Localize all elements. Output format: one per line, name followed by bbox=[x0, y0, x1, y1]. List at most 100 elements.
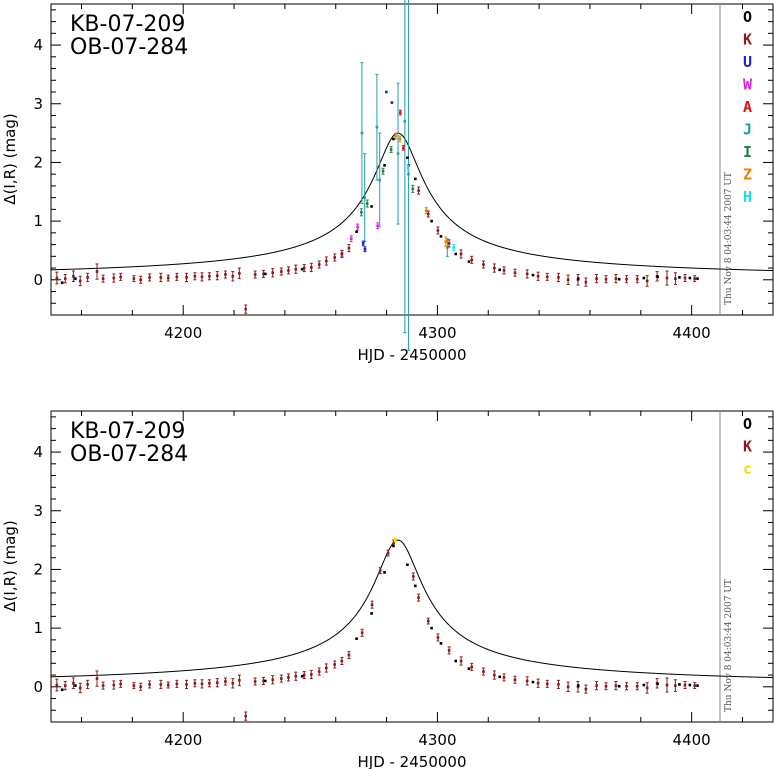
data-point bbox=[63, 277, 67, 280]
data-point bbox=[310, 266, 313, 269]
data-point bbox=[625, 684, 628, 688]
data-point bbox=[665, 683, 669, 687]
data-point bbox=[294, 267, 298, 271]
data-point bbox=[459, 659, 463, 663]
data-point bbox=[95, 270, 99, 273]
data-point bbox=[493, 266, 496, 270]
data-point bbox=[454, 252, 458, 256]
data-layer bbox=[55, 537, 699, 721]
data-point bbox=[493, 673, 496, 677]
legend-entry-K: K bbox=[743, 438, 752, 456]
data-point bbox=[349, 237, 353, 241]
data-point bbox=[566, 685, 570, 689]
data-point bbox=[287, 269, 290, 272]
data-point bbox=[531, 680, 535, 684]
data-point bbox=[231, 274, 235, 278]
legend-entry-O: O bbox=[743, 415, 752, 433]
timestamp: Thu Nov 8 04:03:44 2007 UT bbox=[724, 579, 734, 712]
data-point bbox=[406, 167, 410, 170]
data-point bbox=[271, 678, 274, 682]
data-point bbox=[60, 281, 64, 285]
data-point bbox=[447, 649, 451, 652]
data-point bbox=[688, 276, 692, 280]
data-point bbox=[200, 682, 204, 686]
data-point bbox=[72, 274, 75, 278]
data-point bbox=[614, 277, 618, 280]
data-point bbox=[392, 137, 395, 141]
x-axis-label: HJD - 2450000 bbox=[357, 346, 466, 364]
data-point bbox=[426, 212, 430, 216]
data-point bbox=[317, 263, 321, 266]
data-point bbox=[300, 267, 304, 271]
data-point bbox=[482, 263, 485, 266]
data-point bbox=[557, 276, 560, 279]
data-point bbox=[280, 677, 283, 680]
data-point bbox=[271, 271, 274, 275]
data-point bbox=[470, 665, 474, 669]
data-point bbox=[294, 674, 298, 678]
series-I bbox=[359, 146, 415, 217]
data-point bbox=[557, 683, 560, 686]
y-tick-label: 1 bbox=[33, 619, 43, 637]
data-point bbox=[347, 653, 351, 657]
data-point bbox=[454, 659, 458, 663]
data-point bbox=[411, 187, 415, 191]
title-line-2: OB-07-284 bbox=[70, 35, 188, 60]
x-tick-label: 4300 bbox=[418, 731, 456, 749]
data-point bbox=[370, 612, 373, 615]
data-point bbox=[378, 569, 382, 572]
data-point bbox=[390, 101, 394, 104]
data-point bbox=[175, 682, 179, 686]
data-point bbox=[406, 156, 409, 160]
data-point bbox=[193, 681, 197, 685]
data-point bbox=[513, 271, 517, 275]
data-point bbox=[545, 682, 549, 686]
y-tick-label: 4 bbox=[33, 36, 43, 54]
data-point bbox=[244, 307, 248, 311]
data-point bbox=[185, 683, 188, 686]
data-point bbox=[394, 134, 398, 138]
legend-entry-A: A bbox=[743, 98, 752, 116]
data-point bbox=[678, 276, 681, 279]
data-point bbox=[224, 680, 227, 683]
data-point bbox=[693, 684, 696, 687]
data-point bbox=[447, 242, 451, 245]
data-point bbox=[424, 209, 428, 212]
data-point bbox=[215, 681, 219, 684]
data-point bbox=[417, 596, 420, 599]
data-point bbox=[399, 111, 402, 114]
tick-layer: 4200 4300 4400 0 1 2 3 4 bbox=[33, 4, 773, 342]
data-point bbox=[693, 277, 696, 280]
model-layer bbox=[50, 132, 774, 272]
data-point bbox=[525, 679, 529, 683]
data-point bbox=[482, 670, 485, 673]
data-point bbox=[101, 684, 105, 687]
data-point bbox=[383, 164, 386, 167]
data-point bbox=[361, 242, 365, 245]
data-point bbox=[576, 684, 580, 687]
model-curve bbox=[50, 539, 774, 679]
data-point bbox=[398, 137, 402, 141]
plot-frame bbox=[50, 410, 774, 723]
data-point bbox=[132, 684, 136, 687]
x-tick-label: 4400 bbox=[673, 731, 711, 749]
data-point bbox=[566, 278, 570, 282]
data-point bbox=[688, 683, 692, 687]
data-point bbox=[355, 230, 358, 233]
data-point bbox=[112, 683, 116, 687]
series-O bbox=[60, 137, 699, 285]
data-point bbox=[406, 563, 409, 567]
data-point bbox=[403, 120, 407, 123]
data-point bbox=[360, 631, 364, 635]
data-point bbox=[604, 277, 608, 281]
series-O bbox=[60, 544, 699, 692]
data-point bbox=[513, 678, 517, 682]
data-point bbox=[674, 277, 677, 280]
data-point bbox=[430, 219, 433, 223]
data-point bbox=[159, 683, 163, 686]
data-point bbox=[302, 266, 306, 270]
data-point bbox=[78, 279, 82, 283]
data-point bbox=[74, 277, 77, 280]
